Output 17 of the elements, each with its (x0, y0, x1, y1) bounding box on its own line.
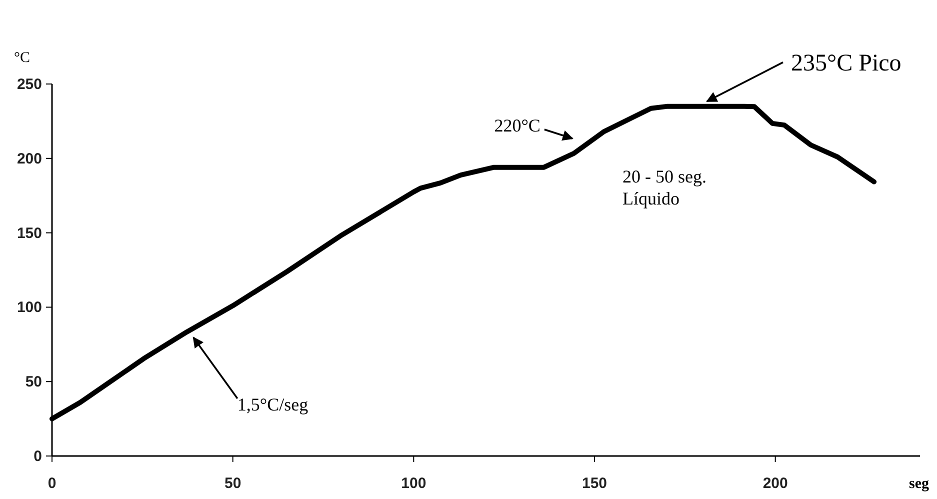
x-tick-label: 50 (224, 475, 242, 492)
x-axis-title: seg (909, 476, 930, 492)
y-tick-label: 150 (16, 224, 42, 242)
x-tick-label: 200 (762, 475, 788, 492)
y-axis-title: °C (14, 50, 30, 66)
x-tick-label: 100 (401, 475, 426, 492)
y-tick-label: 0 (34, 448, 42, 465)
annotation: 20 - 50 seg. Líquido (622, 166, 706, 208)
y-tick-label: 250 (16, 76, 42, 93)
y-tick-label: 200 (16, 150, 42, 168)
x-tick-label: 0 (48, 475, 56, 492)
y-tick-label: 50 (25, 374, 42, 391)
x-tick-label: 150 (582, 475, 608, 492)
annotation: 220°C (494, 116, 540, 136)
annotation: 235°C Pico (791, 50, 902, 76)
y-tick-label: 100 (16, 299, 42, 316)
annotation: 1,5°C/seg (237, 394, 308, 414)
